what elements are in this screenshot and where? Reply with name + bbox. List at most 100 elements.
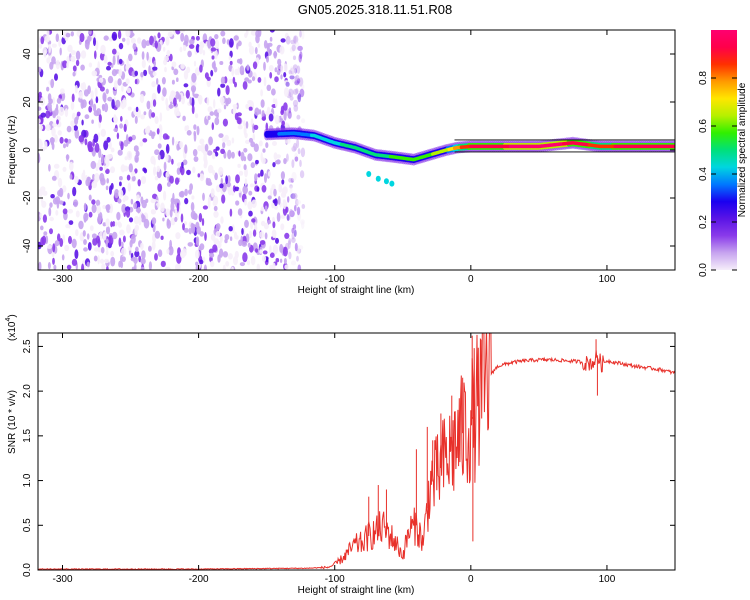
noise-blob bbox=[67, 138, 72, 144]
noise-blob bbox=[45, 124, 51, 131]
snr-y-label: SNR (10 * v/v) bbox=[7, 390, 18, 454]
noise-blob bbox=[296, 255, 299, 262]
noise-blob bbox=[222, 37, 226, 45]
noise-blob bbox=[145, 198, 149, 203]
noise-blob bbox=[279, 258, 283, 263]
noise-blob bbox=[220, 177, 223, 185]
noise-blob bbox=[285, 206, 289, 213]
noise-blob bbox=[252, 229, 257, 237]
noise-blob bbox=[229, 60, 233, 66]
noise-blob bbox=[118, 58, 123, 65]
noise-blob bbox=[180, 250, 186, 259]
noise-blob bbox=[226, 181, 231, 188]
noise-blob bbox=[266, 55, 269, 63]
noise-blob bbox=[246, 260, 251, 266]
noise-blob bbox=[171, 158, 174, 165]
noise-blob bbox=[267, 195, 272, 200]
noise-blob bbox=[67, 209, 74, 214]
noise-blob bbox=[150, 99, 153, 109]
noise-blob bbox=[38, 43, 43, 49]
noise-blob bbox=[236, 102, 239, 110]
noise-blob bbox=[210, 38, 216, 47]
noise-blob bbox=[192, 149, 198, 157]
noise-blob bbox=[283, 102, 288, 111]
noise-blob bbox=[154, 175, 159, 181]
noise-blob bbox=[198, 212, 203, 223]
noise-blob bbox=[225, 175, 229, 185]
noise-blob bbox=[250, 141, 256, 148]
noise-blob bbox=[157, 154, 161, 161]
noise-blob bbox=[134, 154, 139, 163]
noise-blob bbox=[87, 242, 92, 251]
noise-blob bbox=[206, 150, 213, 156]
noise-blob bbox=[54, 134, 58, 143]
noise-blob bbox=[294, 156, 299, 162]
ridge-branch bbox=[383, 178, 389, 185]
noise-blob bbox=[111, 99, 115, 109]
noise-blob bbox=[38, 153, 41, 163]
noise-blob bbox=[172, 192, 175, 203]
noise-blob bbox=[231, 151, 235, 159]
noise-blob bbox=[212, 244, 218, 253]
noise-blob bbox=[208, 136, 214, 146]
noise-blob bbox=[280, 74, 283, 80]
noise-blob bbox=[114, 188, 120, 199]
noise-blob bbox=[135, 246, 139, 253]
noise-blob bbox=[229, 236, 233, 241]
noise-blob bbox=[249, 183, 254, 188]
noise-blob bbox=[56, 119, 59, 125]
noise-blob bbox=[279, 45, 285, 55]
noise-blob bbox=[166, 218, 170, 226]
noise-blob bbox=[174, 208, 178, 216]
noise-blob bbox=[72, 71, 76, 77]
noise-blob bbox=[126, 224, 131, 234]
noise-blob bbox=[71, 238, 77, 249]
noise-blob bbox=[195, 113, 199, 119]
noise-blob bbox=[225, 98, 229, 107]
noise-blob bbox=[292, 99, 299, 107]
noise-blob bbox=[253, 143, 259, 152]
noise-blob bbox=[211, 55, 215, 60]
noise-blob bbox=[280, 38, 286, 43]
noise-blob bbox=[143, 111, 147, 116]
noise-blob bbox=[271, 202, 275, 209]
noise-blob bbox=[156, 78, 159, 85]
noise-blob bbox=[229, 208, 233, 217]
noise-blob bbox=[285, 81, 290, 87]
noise-blob bbox=[272, 244, 279, 255]
noise-blob bbox=[117, 78, 122, 86]
noise-blob bbox=[259, 240, 266, 245]
noise-blob bbox=[217, 241, 222, 249]
spectrogram-noise-field bbox=[38, 30, 306, 270]
noise-blob bbox=[231, 137, 235, 144]
y-tick-label: 0.0 bbox=[22, 563, 33, 577]
noise-blob bbox=[141, 39, 147, 49]
noise-blob bbox=[67, 44, 73, 53]
noise-blob bbox=[88, 211, 93, 218]
noise-blob bbox=[259, 140, 263, 147]
x-tick-label: -200 bbox=[189, 274, 209, 285]
noise-blob bbox=[55, 33, 59, 42]
noise-blob bbox=[154, 116, 159, 124]
noise-blob bbox=[99, 172, 105, 182]
noise-blob bbox=[285, 122, 290, 128]
noise-blob bbox=[244, 198, 248, 206]
noise-blob bbox=[166, 248, 170, 254]
noise-blob bbox=[150, 155, 156, 165]
noise-blob bbox=[178, 191, 184, 198]
noise-blob bbox=[202, 205, 208, 210]
y-tick-label: 20 bbox=[22, 96, 33, 108]
noise-blob bbox=[290, 39, 295, 45]
noise-blob bbox=[91, 199, 96, 205]
noise-blob bbox=[110, 182, 114, 190]
noise-blob bbox=[237, 66, 240, 76]
noise-blob bbox=[185, 125, 190, 131]
noise-blob bbox=[217, 87, 221, 97]
y-tick-label: -40 bbox=[22, 238, 33, 253]
noise-blob bbox=[245, 103, 250, 110]
noise-blob bbox=[71, 258, 78, 266]
noise-blob bbox=[170, 217, 176, 226]
noise-blob bbox=[204, 158, 208, 167]
noise-blob bbox=[272, 141, 277, 146]
